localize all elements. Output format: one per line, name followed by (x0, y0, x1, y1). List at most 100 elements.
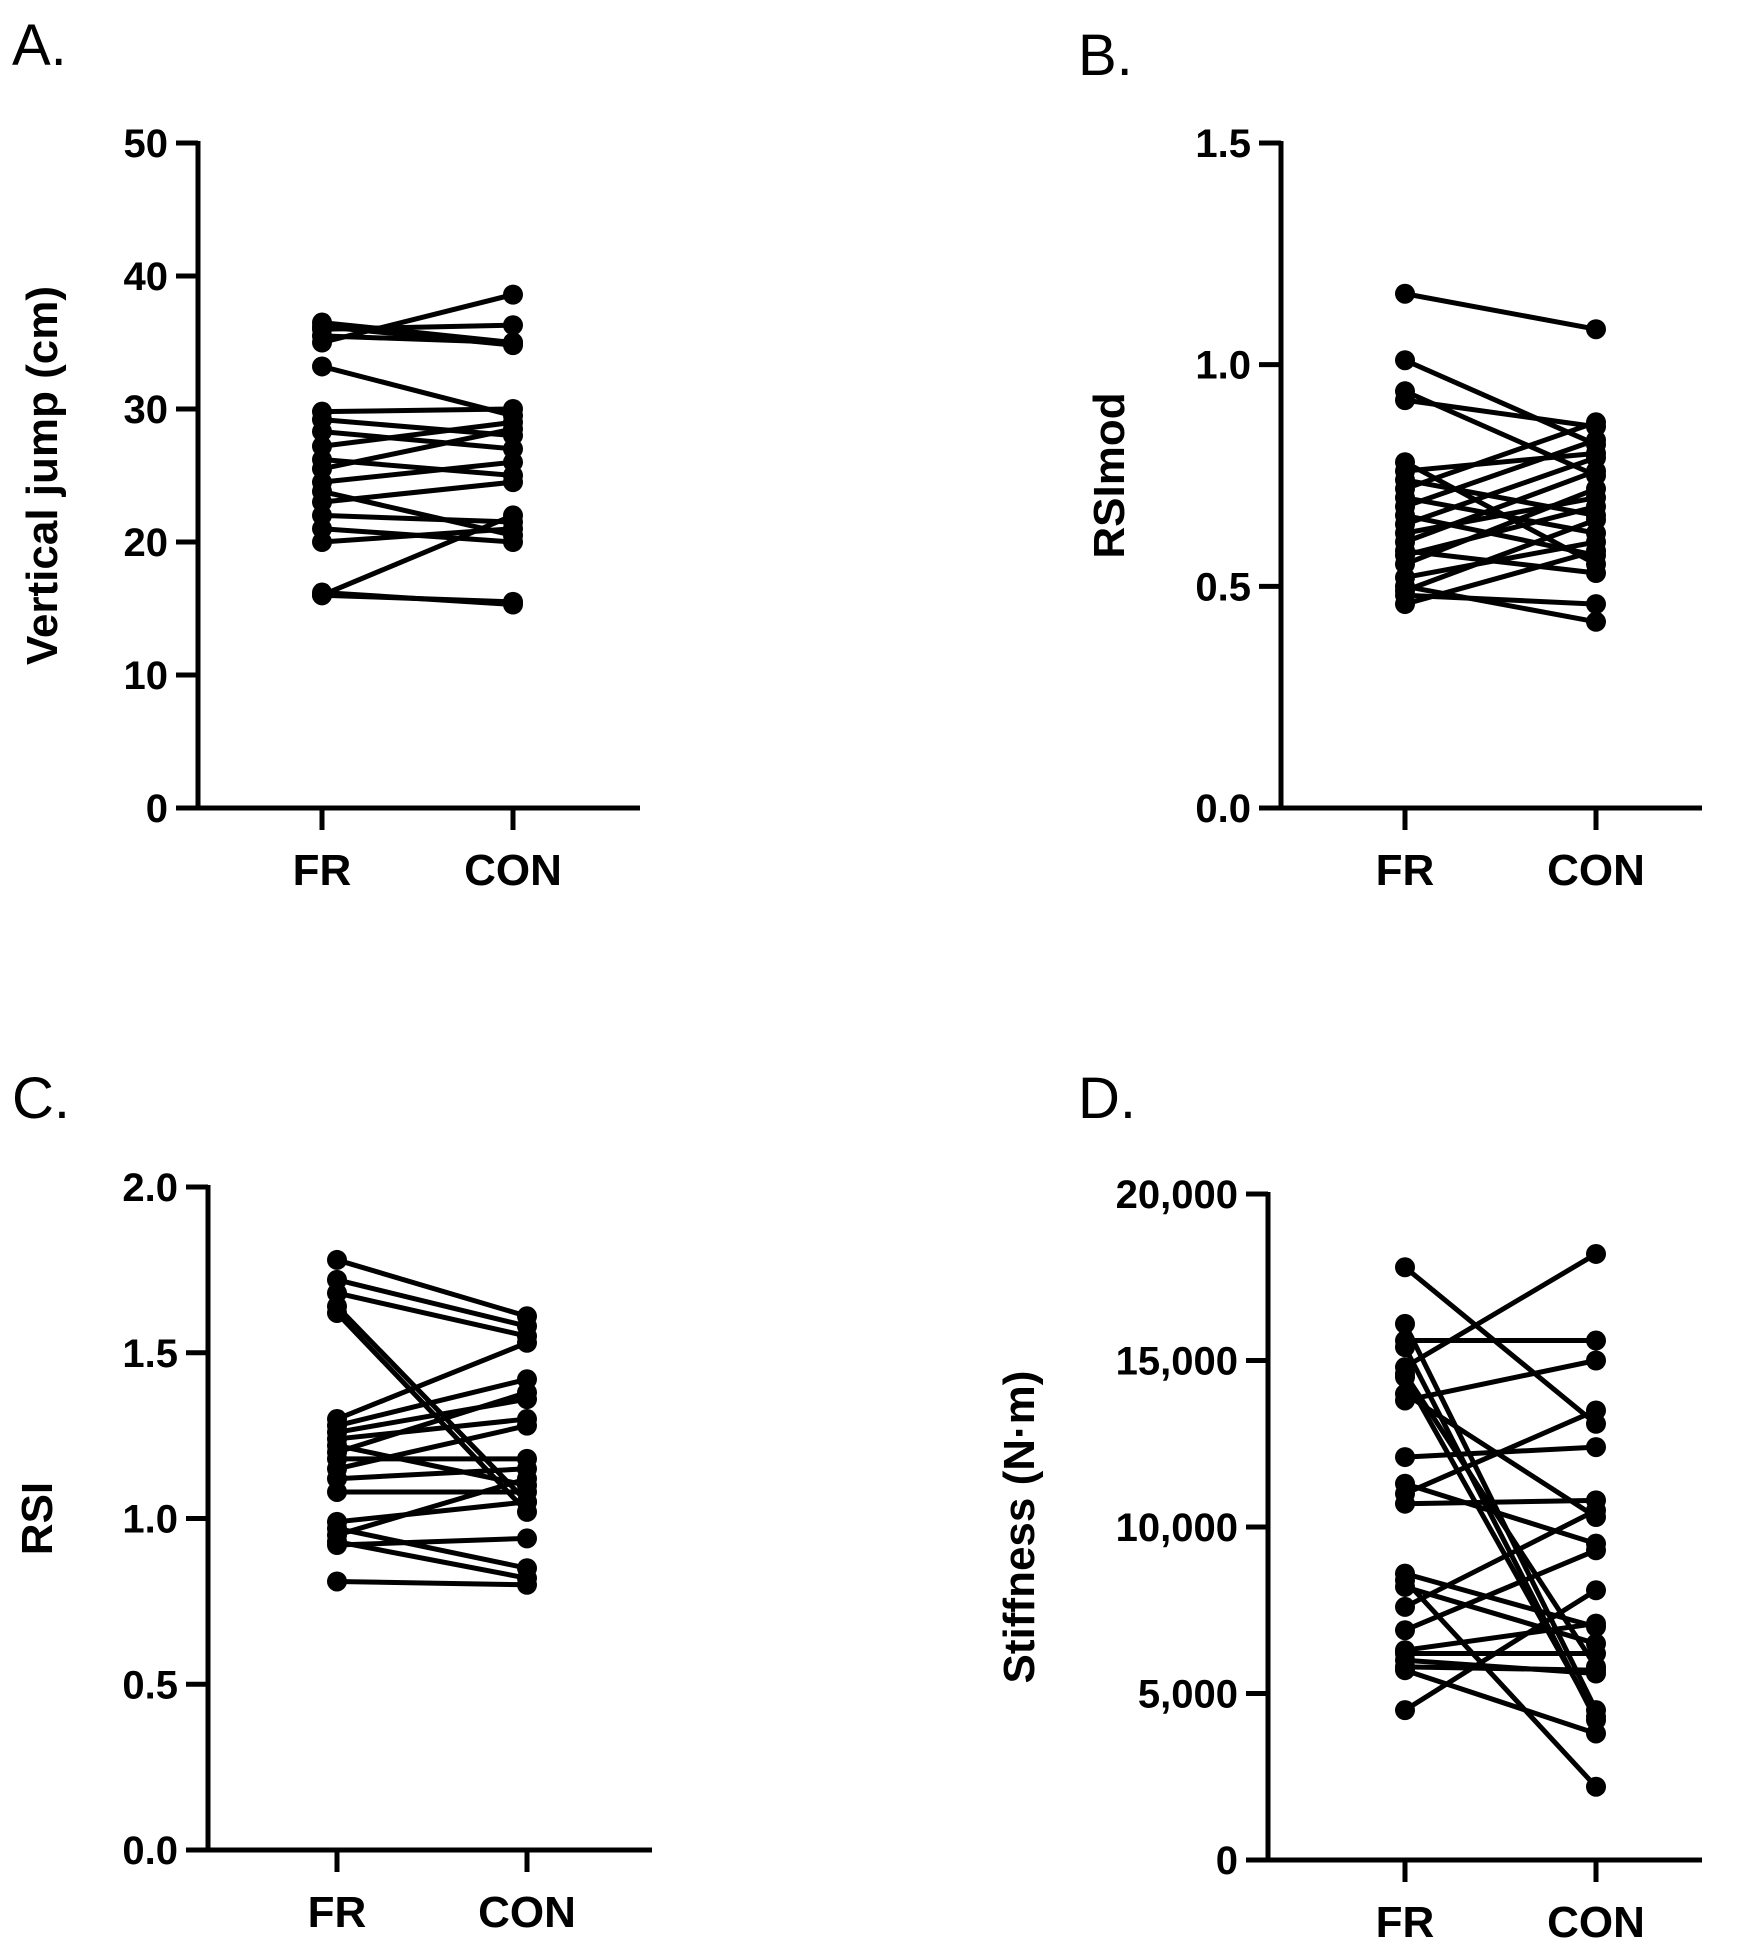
data-point-fr (1395, 594, 1415, 615)
data-point-fr (327, 1571, 347, 1592)
panel-c: C. 0.0 0.5 1.0 1.5 2.0 FR CON RSI (12, 1066, 652, 1937)
data-point-fr (327, 1535, 347, 1556)
data-point-fr (312, 532, 332, 552)
subject-line (336, 1257, 528, 1319)
y-tick-label: 40 (124, 255, 169, 299)
subject-line (1404, 486, 1597, 567)
data-point-con (1586, 1660, 1606, 1681)
subject-line (321, 479, 514, 505)
subject-line (1404, 1667, 1597, 1736)
subject-line (1403, 1588, 1598, 1713)
y-axis-title: Vertical jump (cm) (18, 286, 67, 665)
x-tick-label-fr: FR (1376, 1898, 1435, 1947)
subject-line (1404, 450, 1597, 474)
subject-line (1403, 1391, 1598, 1520)
subject-line (1402, 1375, 1599, 1719)
subject-line (336, 1423, 528, 1472)
data-point-con (517, 1468, 537, 1489)
data-point-fr (312, 356, 332, 377)
panel-letter: D. (1078, 1066, 1136, 1131)
y-tick-label: 1.5 (1195, 122, 1251, 166)
data-point-con (503, 418, 523, 439)
panel-letter: B. (1078, 23, 1133, 88)
subject-line (1402, 1372, 1599, 1669)
y-axis-title: Stiffness (N·m) (995, 1371, 1044, 1684)
data-point-con (517, 1491, 537, 1512)
subject-line (321, 513, 514, 598)
data-point-con (503, 505, 523, 526)
data-point-fr (1395, 390, 1415, 411)
y-tick-label: 50 (124, 122, 169, 166)
subject-line (321, 590, 514, 608)
data-point-con (1586, 1580, 1606, 1601)
data-point-fr (312, 421, 332, 442)
subject-line (336, 1525, 528, 1571)
subject-line (321, 426, 514, 472)
x-tick-label-fr: FR (308, 1888, 367, 1937)
subject-line (336, 1390, 528, 1455)
data-point-fr (1395, 1337, 1415, 1358)
subject-line (335, 1311, 529, 1514)
data-point-fr (312, 332, 332, 353)
subject-line (1403, 1508, 1598, 1610)
y-axis-title: RSI (13, 1482, 62, 1555)
data-point-con (1586, 1437, 1606, 1458)
data-point-con (1586, 430, 1606, 451)
subject-line (1404, 437, 1597, 509)
panel-d: D. 0 5,000 10,000 15,000 20,000 FR CON Stiffness… (995, 1066, 1702, 1947)
data-point-fr (1395, 1576, 1415, 1597)
subject-line (321, 459, 514, 485)
data-point-con (1586, 1350, 1606, 1371)
subject-line (336, 1340, 528, 1422)
data-point-con (503, 594, 523, 615)
subject-line (1404, 548, 1597, 607)
subject-line (1404, 1497, 1597, 1507)
subject-line (336, 1376, 528, 1429)
y-axis-title: RSImod (1085, 392, 1134, 558)
data-point-con (1586, 594, 1606, 615)
y-tick-label: 5,000 (1138, 1673, 1238, 1717)
data-point-con (1586, 540, 1606, 561)
subject-line (321, 512, 514, 525)
data-point-con (1586, 1723, 1606, 1744)
subject-line (1403, 357, 1598, 447)
data-point-fr (312, 316, 332, 337)
subject-line (1403, 1265, 1598, 1426)
data-point-con (1586, 1540, 1606, 1561)
subject-line (1404, 1481, 1597, 1547)
data-point-con (1586, 611, 1606, 632)
subject-line (336, 1535, 528, 1548)
panel-b: B. 0.0 0.5 1.0 1.5 FR CON RSImod (1078, 23, 1702, 895)
subject-line (336, 1277, 528, 1329)
y-tick-label: 2.0 (122, 1166, 178, 1210)
subject-line (1404, 1664, 1597, 1673)
y-tick-label: 20,000 (1116, 1173, 1238, 1217)
data-point-con (1586, 1243, 1606, 1264)
data-point-fr (327, 1302, 347, 1323)
subject-line (321, 419, 514, 449)
y-tick-label: 0.0 (1195, 787, 1251, 831)
data-point-con (1586, 478, 1606, 499)
subject-line (321, 406, 514, 415)
subject-line (1404, 583, 1597, 625)
data-point-fr (1395, 1257, 1415, 1278)
subject-line (321, 417, 514, 439)
y-tick-label: 0.5 (122, 1663, 178, 1707)
data-point-con (1586, 1613, 1606, 1634)
subject-line (336, 1416, 528, 1442)
panel-letter: A. (12, 13, 67, 78)
data-point-fr (1395, 1447, 1415, 1468)
subject-line (336, 1443, 528, 1488)
data-point-con (1586, 1500, 1606, 1521)
y-tick-label: 10,000 (1116, 1506, 1238, 1550)
x-tick-label-con: CON (1547, 1898, 1645, 1947)
data-point-con (517, 1332, 537, 1353)
y-tick-label: 10 (124, 654, 169, 698)
data-point-con (503, 472, 523, 493)
x-tick-label-con: CON (464, 846, 562, 895)
data-point-con (517, 1382, 537, 1403)
data-point-con (503, 315, 523, 336)
data-point-fr (1395, 1660, 1415, 1681)
data-point-fr (327, 1481, 347, 1502)
subject-line (1403, 1578, 1598, 1789)
